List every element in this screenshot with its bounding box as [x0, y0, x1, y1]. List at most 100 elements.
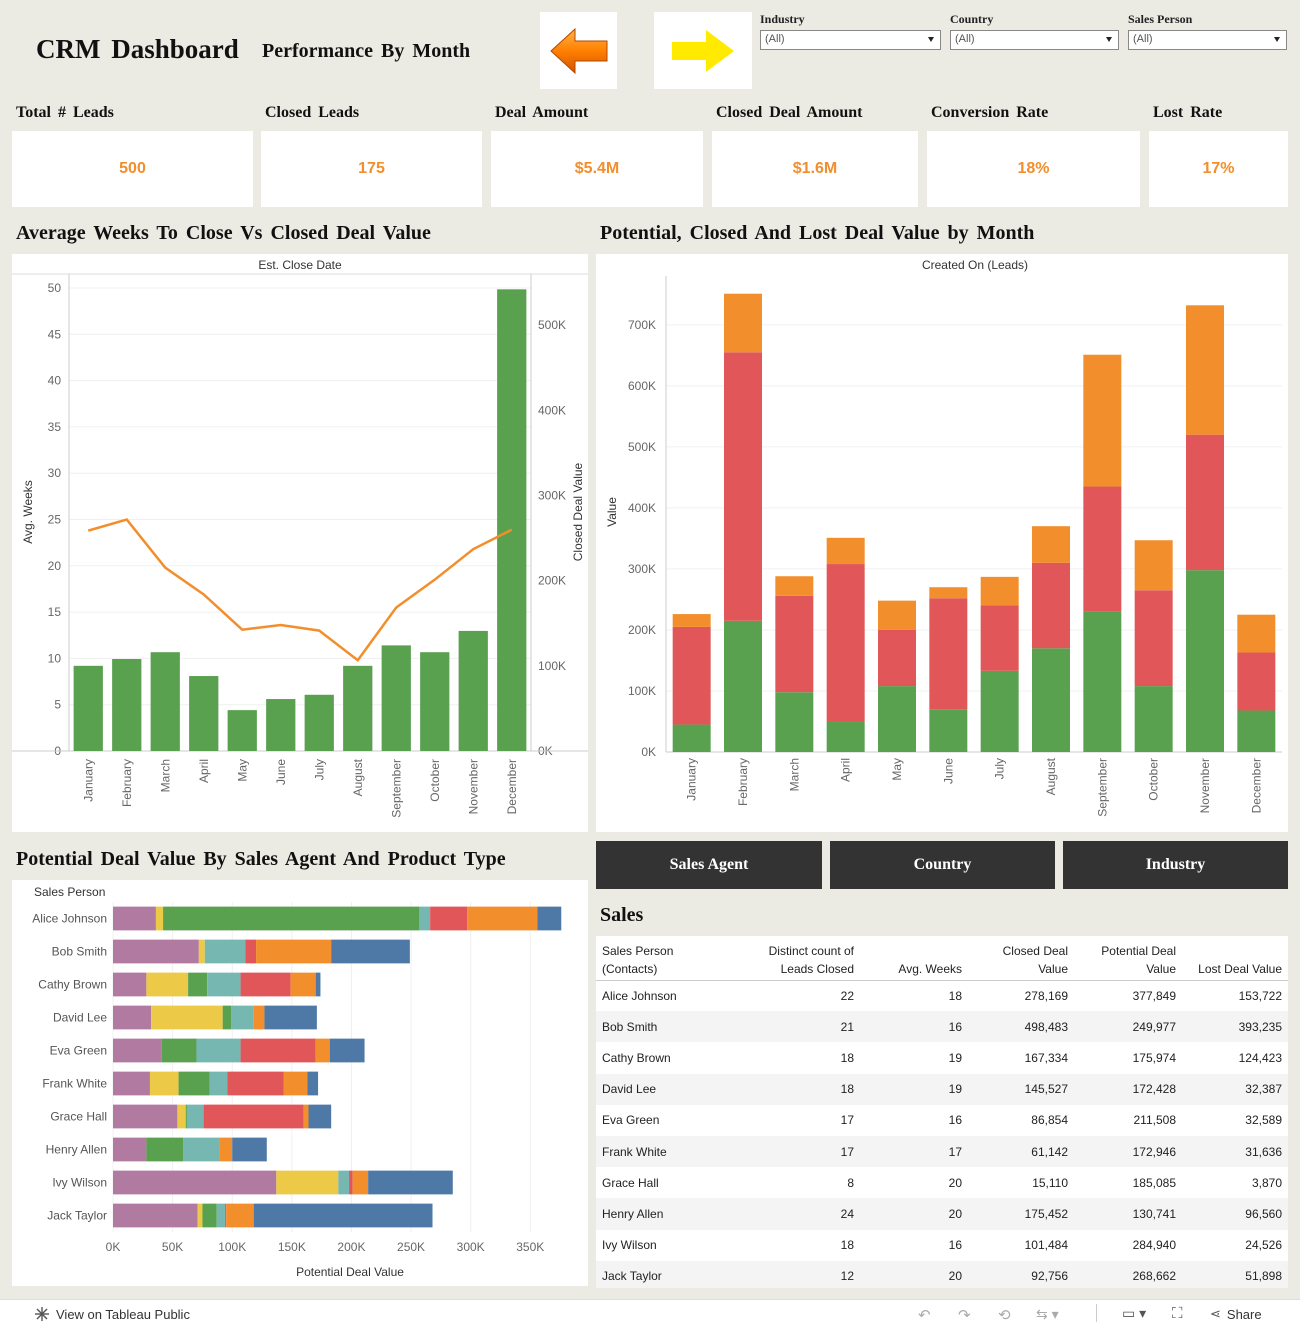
table-cell: 32,387 [1182, 1073, 1288, 1105]
y-tick-label: 400K [628, 501, 656, 515]
bar-segment-1-grace-hall [177, 1104, 186, 1129]
bar-segment-1-frank-white [149, 1071, 179, 1096]
table-row[interactable]: Cathy Brown 18 19 167,334 175,974 124,423 [596, 1042, 1288, 1073]
bar-august [343, 665, 373, 751]
y-tick-label: 5 [54, 698, 61, 712]
tab-industry[interactable]: Industry [1063, 841, 1288, 889]
bar-potential-july [980, 576, 1019, 606]
table-row[interactable]: Grace Hall 8 20 15,110 185,085 3,870 [596, 1167, 1288, 1198]
bar-segment-4-eva-green [240, 1038, 316, 1063]
table-cell: 167,334 [1024, 1050, 1068, 1065]
column-header[interactable]: Sales Person (Contacts) [596, 936, 736, 981]
table-cell: 18 [736, 1073, 860, 1105]
table-row[interactable]: Eva Green 17 16 86,854 211,508 32,589 [596, 1105, 1288, 1136]
table-row[interactable]: Frank White 17 17 61,142 172,946 31,636 [596, 1135, 1288, 1168]
x-tick-label: 50K [162, 1240, 183, 1254]
column-header[interactable]: Closed Deal Value [968, 936, 1074, 981]
table-cell: 18 [948, 988, 962, 1003]
bar-segment-6-alice-johnson [537, 906, 562, 931]
bar-potential-september [1083, 354, 1122, 487]
table-cell: 24 [736, 1198, 860, 1230]
x-tick-label: 350K [516, 1240, 544, 1254]
table-row[interactable]: David Lee 18 19 145,527 172,428 32,387 [596, 1073, 1288, 1105]
caret-down-icon [1106, 37, 1112, 42]
table-cell: 211,508 [1133, 1113, 1177, 1128]
y2-axis-title: Closed Deal Value [571, 462, 585, 561]
table-cell: 377,849 [1132, 988, 1176, 1003]
tab-sales-agent[interactable]: Sales Agent [596, 841, 822, 889]
bar-segment-1-jack-taylor [197, 1203, 203, 1228]
by-month-chart[interactable]: Created On (Leads) 0K 100K 200K 300K 400K 500K… [596, 254, 1288, 832]
bar-potential-november [1186, 305, 1224, 435]
table-row[interactable]: Bob Smith 21 16 498,483 249,977 393,235 [596, 1011, 1288, 1043]
table-cell: 86,854 [1031, 1113, 1068, 1128]
bar-lost-december [1237, 652, 1276, 711]
bar-segment-6-bob-smith [331, 939, 410, 964]
bar-segment-2-alice-johnson [163, 906, 420, 931]
table-cell: 175,452 [968, 1198, 1074, 1230]
table-row[interactable]: Ivy Wilson 18 16 101,484 284,940 24,526 [596, 1230, 1288, 1261]
table-row[interactable]: Jack Taylor 12 20 92,756 268,662 51,898 [596, 1260, 1288, 1288]
bar-segment-5-cathy-brown [290, 972, 316, 997]
bar-segment-3-henry-allen [183, 1137, 220, 1162]
y2-tick-label: 400K [538, 403, 566, 417]
x-tick-label: 150K [278, 1240, 306, 1254]
country-select[interactable]: (All) [950, 30, 1119, 50]
bar-lost-november [1186, 434, 1224, 571]
table-cell: 8 [847, 1175, 854, 1190]
bar-november [458, 630, 488, 751]
y-tick-label: 25 [48, 513, 62, 527]
by-agent-chart[interactable]: Sales Person 0K 50K 100K 150K 200K 250K 300K 350… [12, 880, 588, 1286]
refresh-icon[interactable]: ⇆ ▾ [1036, 1306, 1059, 1322]
table-cell: 284,940 [1132, 1238, 1176, 1253]
x-tick-label: October [428, 759, 442, 802]
bar-potential-march [775, 576, 814, 596]
kpi-closed-deal-amount: $1.6M [712, 131, 918, 207]
bar-lost-september [1083, 486, 1122, 612]
table-cell: 498,483 [968, 1011, 1074, 1043]
weeks-vs-value-chart[interactable]: Est. Close Date051015202530354045500K100… [12, 254, 588, 832]
bar-segment-0-eva-green [113, 1038, 162, 1063]
bar-segment-3-cathy-brown [207, 972, 241, 997]
column-header[interactable]: Lost Deal Value [1182, 936, 1288, 981]
industry-select[interactable]: (All) [760, 30, 941, 50]
bar-lost-july [980, 605, 1019, 671]
column-header[interactable]: Avg. Weeks [860, 936, 968, 981]
table-row[interactable]: Henry Allen 24 20 175,452 130,741 96,560 [596, 1198, 1288, 1230]
bar-segment-2-grace-hall [185, 1104, 187, 1129]
table-cell: 20 [860, 1260, 968, 1288]
bar-closed-march [775, 692, 814, 752]
undo-icon[interactable]: ↶ [918, 1307, 931, 1324]
table-cell: 31,636 [1182, 1135, 1288, 1168]
redo-icon[interactable]: ↷ [958, 1307, 971, 1324]
bar-closed-december [1237, 710, 1276, 752]
share-button[interactable]: ⋖ Share [1210, 1306, 1262, 1322]
table-cell: 268,662 [1074, 1260, 1182, 1288]
filter-label: Industry [760, 12, 805, 26]
bar-lost-april [826, 564, 865, 722]
tab-country[interactable]: Country [830, 841, 1055, 889]
table-cell: 20 [860, 1198, 968, 1230]
x-tick-label: November [1198, 758, 1212, 813]
column-header[interactable]: Potential Deal Value [1074, 936, 1182, 981]
column-header[interactable]: Distinct count of Leads Closed [736, 936, 860, 981]
bar-segment-4-bob-smith [245, 939, 257, 964]
x-tick-label: August [1044, 757, 1058, 795]
view-on-tableau-link[interactable]: View on Tableau Public [34, 1306, 190, 1322]
bar-june [266, 699, 296, 751]
bar-potential-august [1032, 526, 1070, 563]
kpi-label-total-leads: Total # Leads [16, 104, 114, 121]
table-cell: Frank White [596, 1135, 736, 1168]
comment-icon[interactable]: ▭ ▾ [1122, 1305, 1147, 1321]
table-row[interactable]: Alice Johnson 22 18 278,169 377,849 153,722 [596, 980, 1288, 1011]
y-tick-label: 10 [48, 651, 62, 665]
bar-september [381, 645, 411, 751]
y-tick-label: 100K [628, 684, 656, 698]
select-value: (All) [955, 33, 975, 45]
back-button[interactable] [540, 12, 617, 89]
y-tick-label: 45 [48, 327, 62, 341]
fullscreen-icon[interactable]: ⛶ [1172, 1305, 1183, 1322]
revert-icon[interactable]: ⟲ [998, 1307, 1011, 1324]
forward-button[interactable] [654, 12, 752, 89]
sales-person-select[interactable]: (All) [1128, 30, 1287, 50]
